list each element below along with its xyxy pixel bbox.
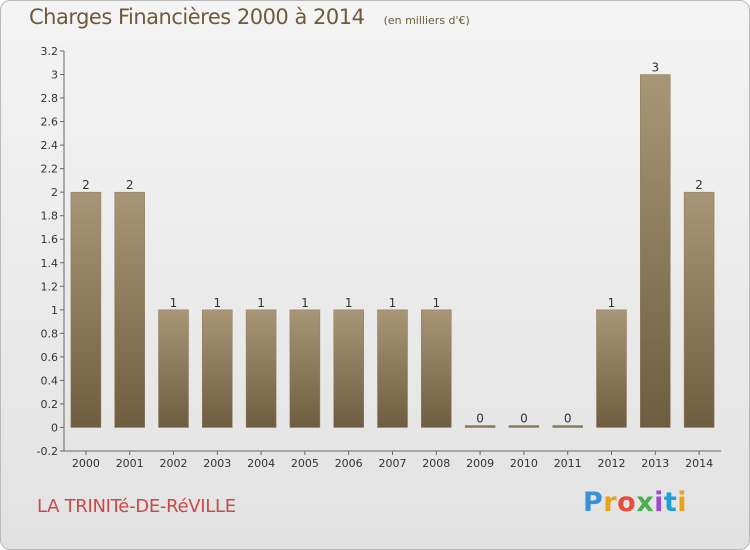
bar-2009: [464, 425, 496, 428]
x-tick-label: 2003: [203, 457, 231, 470]
value-label: 2: [82, 178, 90, 192]
logo-letter: x: [636, 487, 655, 518]
y-tick-label: 2.8: [41, 92, 59, 105]
x-tick-label: 2000: [72, 457, 100, 470]
value-label: 2: [695, 178, 703, 192]
y-tick-label: 2: [51, 186, 58, 199]
bar-2000: [70, 191, 102, 428]
value-label: 1: [608, 296, 616, 310]
logo-letter: r: [603, 487, 618, 518]
chart-title: Charges Financières 2000 à 2014: [29, 5, 365, 29]
value-label: 0: [476, 411, 484, 425]
y-tick-label: 0: [51, 421, 58, 434]
x-tick-label: 2013: [641, 457, 669, 470]
bar-2003: [202, 309, 233, 428]
y-tick-label: 1.4: [41, 257, 59, 270]
bar-2004: [245, 309, 277, 428]
bar-2007: [377, 309, 408, 428]
y-tick-label: 2.6: [41, 116, 59, 129]
chart-subtitle: (en milliers d'€): [383, 14, 470, 27]
value-label: 2: [126, 178, 134, 192]
logo-letter: i: [654, 487, 664, 518]
value-label: 1: [389, 296, 397, 310]
y-tick-label: 0.4: [41, 374, 59, 387]
y-tick-label: 1.6: [41, 233, 59, 246]
y-tick-label: 1: [51, 304, 58, 317]
y-tick-label: 2.2: [41, 163, 59, 176]
y-tick-label: 0.2: [41, 398, 59, 411]
bar-2008: [421, 309, 452, 428]
x-tick-label: 2014: [685, 457, 713, 470]
value-label: 1: [213, 296, 221, 310]
bar-2010: [508, 425, 540, 428]
logo-letter: o: [617, 487, 637, 518]
x-tick-label: 2007: [379, 457, 407, 470]
value-label: 1: [170, 296, 178, 310]
y-tick-label: 2.4: [41, 139, 59, 152]
y-tick-label: -0.2: [37, 445, 58, 458]
labels: 2000220012200212003120041200512006120071…: [72, 61, 713, 470]
commune-name: LA TRINITé-DE-RéVILLE: [37, 496, 236, 517]
bar-2012: [596, 309, 627, 428]
logo-letter: P: [583, 487, 604, 518]
x-tick-label: 2009: [466, 457, 494, 470]
bar-2014: [683, 191, 715, 428]
value-label: 1: [345, 296, 353, 310]
x-tick-label: 2002: [160, 457, 188, 470]
bar-2011: [552, 425, 583, 428]
title-row: Charges Financières 2000 à 2014 (en mill…: [29, 5, 470, 29]
y-tick-label: 1.2: [41, 280, 59, 293]
bars: [70, 74, 715, 428]
y-tick-label: 1.8: [41, 210, 59, 223]
x-tick-label: 2001: [116, 457, 144, 470]
value-label: 1: [257, 296, 265, 310]
proxiti-logo[interactable]: Proxiti: [583, 487, 687, 518]
x-tick-label: 2008: [422, 457, 450, 470]
bar-2005: [289, 309, 321, 428]
x-tick-label: 2010: [510, 457, 538, 470]
bar-2002: [158, 309, 189, 428]
x-tick-label: 2011: [554, 457, 582, 470]
value-label: 0: [520, 411, 528, 425]
x-tick-label: 2004: [247, 457, 275, 470]
bar-2006: [333, 309, 364, 428]
x-tick-label: 2012: [598, 457, 626, 470]
x-tick-label: 2005: [291, 457, 319, 470]
y-tick-label: 3.2: [41, 45, 59, 58]
value-label: 1: [432, 296, 440, 310]
y-tick-label: 0.6: [41, 351, 59, 364]
bar-2001: [114, 191, 145, 428]
value-label: 3: [651, 61, 659, 75]
value-label: 0: [564, 411, 572, 425]
bar-2013: [640, 74, 671, 428]
logo-letter: t: [663, 487, 678, 518]
y-tick-label: 3: [51, 69, 58, 82]
y-tick-label: 0.8: [41, 327, 59, 340]
axes: -0.2 0 0.2 0.4 0.6 0.8 1 1.2 1.4 1.6 1.8 2 2.2 2.4 2.6…: [37, 45, 721, 458]
x-tick-label: 2006: [335, 457, 363, 470]
value-label: 1: [301, 296, 309, 310]
logo-letter: i: [677, 487, 688, 518]
